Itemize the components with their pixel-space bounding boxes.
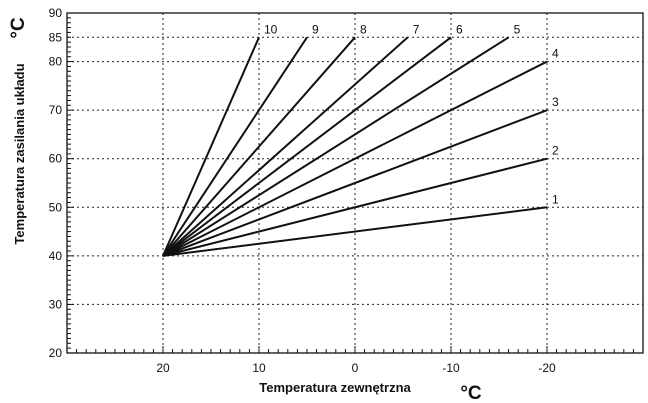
curve-line-10 [162,36,260,257]
x-axis-title: Temperatura zewnętrzna [259,380,411,395]
x-tick-label: 10 [252,361,266,375]
y-axis-title: Temperatura zasilania układu [12,63,27,244]
curve-line-4 [162,60,548,257]
curve-line-2 [162,157,548,257]
x-tick-label: 0 [352,361,359,375]
curve-label-6: 6 [456,22,463,36]
x-tick-label: -10 [442,361,460,375]
curve-label-9: 9 [312,22,319,36]
curve-line-1 [162,206,548,257]
y-tick-label: 20 [49,346,63,360]
y-axis-unit: °C [8,17,29,39]
y-tick-label: 30 [49,297,63,311]
curve-line-6 [162,36,452,257]
y-tick-label: 60 [49,152,63,166]
y-tick-label: 80 [49,55,63,69]
curve-line-3 [162,109,548,257]
y-tick-label: 85 [49,30,63,44]
series-lines [162,36,548,257]
curve-label-3: 3 [552,95,559,109]
curve-label-7: 7 [413,22,420,36]
curve-label-2: 2 [552,144,559,158]
x-axis-unit: °C [460,383,482,403]
curve-label-5: 5 [514,22,521,36]
curve-label-8: 8 [360,22,367,36]
curve-line-8 [162,36,356,257]
curve-line-9 [162,36,308,257]
plot-frame [66,12,644,354]
y-tick-label: 70 [49,103,63,117]
y-tick-label: 50 [49,200,63,214]
curve-line-5 [162,36,510,257]
x-tick-label: -20 [538,361,556,375]
minor-ticks [66,12,644,354]
x-tick-labels: 20 10 0 -10 -20 [156,361,556,375]
x-tick-label: 20 [156,361,170,375]
curve-label-4: 4 [552,47,559,61]
y-tick-label: 40 [49,249,63,263]
y-tick-labels: 20 30 40 50 60 70 80 85 90 [49,6,63,360]
curve-labels: 1 2 3 4 5 6 7 8 9 10 [264,22,559,206]
curve-label-1: 1 [552,192,559,206]
curve-line-7 [162,36,409,257]
y-tick-label: 90 [49,6,63,20]
curve-label-10: 10 [264,22,278,36]
